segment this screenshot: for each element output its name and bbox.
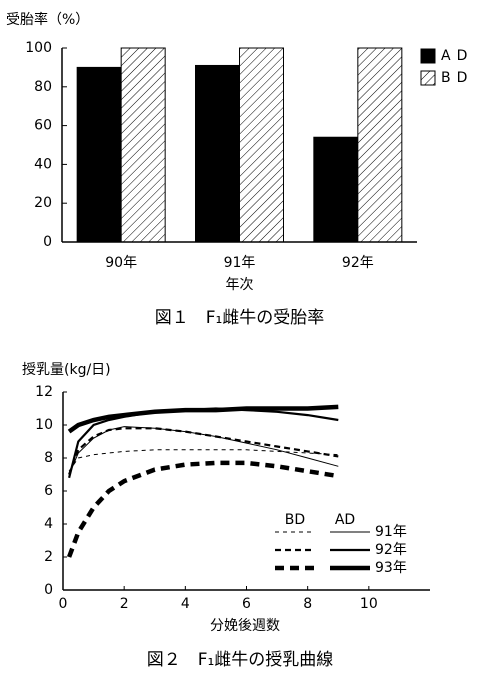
y-tick-label: 4 [44,516,53,532]
bar [76,66,122,243]
line [68,427,339,475]
bar [239,47,284,243]
y-tick-label: 6 [44,483,53,499]
x-axis-title: 年次 [226,277,254,293]
x-tick-label: 10 [360,596,378,612]
y-tick-label: 8 [44,450,53,466]
bar [195,64,240,243]
legend-label: AD [441,48,473,64]
x-tick-label: 0 [59,596,68,612]
x-axis-title: 分娩後週数 [210,618,280,634]
legend-label: 93年 [375,560,407,576]
x-tick-label: 90年 [105,255,137,271]
legend-header: AD [335,512,355,528]
y-tick-label: 40 [34,156,52,172]
legend-label: 91年 [375,524,407,540]
y-tick-label: 60 [34,118,52,134]
y-axis-title: 受胎率（%） [6,11,89,28]
y-axis-title: 授乳量(kg/日) [22,362,111,378]
y-tick-label: 20 [34,195,52,211]
caption: 図２ F₁雌牛の授乳曲線 [147,650,334,670]
line [67,404,339,434]
y-tick-label: 12 [35,384,53,400]
x-tick-label: 4 [181,596,190,612]
legend-label: 92年 [375,542,407,558]
y-tick-label: 0 [43,234,52,250]
legend-swatch [420,48,436,64]
y-tick-label: 80 [34,79,52,95]
bar [313,136,359,243]
y-tick-label: 0 [44,582,53,598]
bar [357,47,403,243]
x-tick-label: 92年 [342,255,374,271]
x-tick-label: 6 [242,596,251,612]
caption: 図１ F₁雌牛の受胎率 [155,308,325,328]
y-tick-label: 2 [44,549,53,565]
x-tick-label: 91年 [224,255,256,271]
legend-header: BD [285,512,305,528]
legend-swatch [420,70,436,86]
line [66,460,339,558]
legend-label: BD [441,70,473,86]
x-tick-label: 8 [303,596,312,612]
y-tick-label: 100 [25,40,52,56]
y-tick-label: 10 [35,417,53,433]
x-tick-label: 2 [120,596,129,612]
bar [120,47,166,243]
